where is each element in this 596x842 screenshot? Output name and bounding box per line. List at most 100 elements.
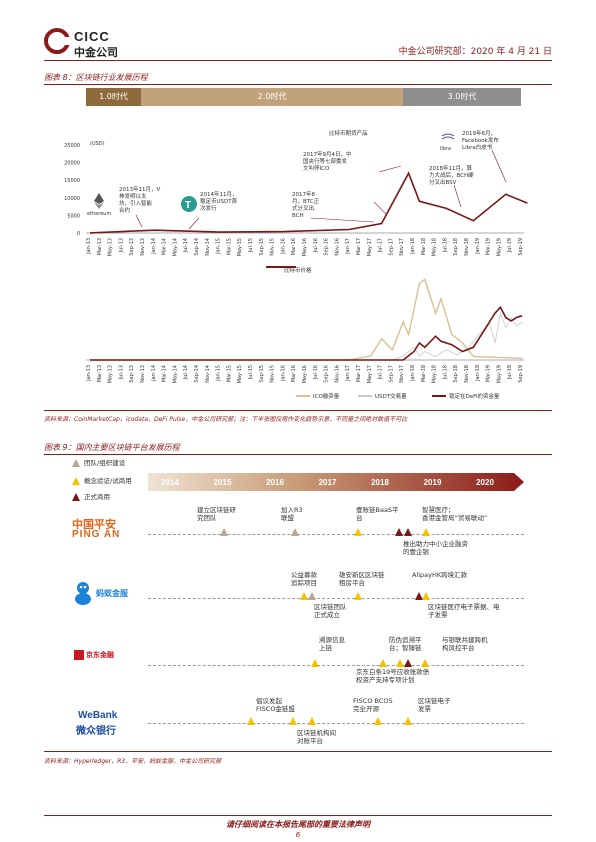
trend-chart: Jan-13 Mar-13 May-13 Jul-13 Sep-13 Nov-13 Jan-… <box>86 278 524 383</box>
year-label: 2016 <box>266 478 284 487</box>
x-tick-label: Mar-19 <box>486 365 492 382</box>
annotation-a2017aug: 月，BTC正 <box>292 198 320 205</box>
btc-price-line <box>89 171 528 234</box>
legend-btc: 比特币价格 <box>284 268 312 274</box>
annotation-a2014: 稳定币USDT首 <box>200 197 238 205</box>
annotation-a2019jun: Libra白皮书 <box>462 143 493 151</box>
y-tick-label: 5000 <box>67 213 80 219</box>
legend-team: 团队/组织建设 <box>84 459 126 467</box>
x-tick-label: Sep-17 <box>388 365 394 383</box>
x-tick-label: Mar-18 <box>421 238 427 255</box>
x-tick-label: Sep-15 <box>259 238 265 256</box>
x-tick-label: Sep-13 <box>129 365 135 383</box>
x-tick-label: May-16 <box>302 365 308 383</box>
x-tick-label: May-19 <box>496 238 502 256</box>
x-tick-label: Nov-16 <box>334 238 340 256</box>
x-tick-label: Mar-15 <box>226 238 232 255</box>
svg-text:ethereum: ethereum <box>87 211 111 217</box>
annotation-a2017sep: 国央行等七部委发 <box>303 157 348 165</box>
annotation-a2013: 合约 <box>119 206 131 214</box>
x-tick-label: May-13 <box>108 365 114 383</box>
report-header-date: 中金公司研究部：2020 年 4 月 21 日 <box>398 47 552 57</box>
legend-ico: ICO融资量 <box>313 394 340 400</box>
annotation-a2018nov: 力大战后，BCH硬 <box>429 171 474 179</box>
x-tick-label: Jan-16 <box>280 238 286 255</box>
legend-team-icon <box>72 459 80 467</box>
x-tick-label: Jul-15 <box>248 365 254 380</box>
x-tick-label: Jul-17 <box>378 238 384 253</box>
year-label: 2020 <box>476 478 494 487</box>
pingan-event-4: 智慧医疗； 香港金管局“贸易联动” <box>422 506 488 522</box>
x-tick-label: Jan-19 <box>475 365 481 382</box>
x-tick-label: Jan-13 <box>86 365 92 382</box>
pingan-event-2: 加入R3 联盟 <box>281 506 303 522</box>
pingan-logo-cn: 中国平安 <box>72 518 116 531</box>
ant-event-4: 区块链团队 正式成立 <box>314 603 347 619</box>
webank-event-1: 倡议发起 FISCO金链盟 <box>256 697 295 713</box>
ant-event-1: 公益募款 追踪项目 <box>291 571 317 587</box>
x-tick-label: Nov-13 <box>140 365 146 383</box>
annotation-a2017aug: 式分叉出 <box>292 204 314 212</box>
ant-event-3: AlipayHK跨境汇款 <box>412 571 468 579</box>
figure9-source-rule <box>44 751 552 752</box>
annotation-a2019jun: Facebook发布 <box>462 136 499 144</box>
legend-ico-swatch <box>296 395 310 397</box>
figure9-title: 图表 9：国内主要区块链平台发展历程 <box>44 443 180 452</box>
jd-event-4: 京东白条19号应收账款债 权资产支持专项计划 <box>356 668 430 684</box>
annotation-a2017aug: BCH <box>292 213 304 219</box>
figure8-title-rule <box>44 84 552 85</box>
x-tick-label: May-15 <box>237 238 243 256</box>
x-tick-label: May-16 <box>302 238 308 256</box>
annotation-a2014: 2014年11月， <box>200 190 238 198</box>
annotation-a2017aug: 2017年8 <box>292 190 315 198</box>
figure8-source: 资料来源：CoinMarketCap，icodata，DeFi Pulse，中金… <box>44 416 408 423</box>
pingan-event-5: 推出助力中小企业融资 的壹企银 <box>403 540 468 556</box>
x-tick-label: Jul-19 <box>507 365 513 380</box>
x-tick-label: Sep-17 <box>388 238 394 256</box>
x-tick-label: Jan-14 <box>151 238 157 255</box>
jd-logo-icon <box>74 650 84 660</box>
x-tick-label: Sep-16 <box>324 238 330 256</box>
footer-disclaimer: 请仔细阅读在本报告尾部的重要法律声明 <box>226 820 370 829</box>
x-tick-label: Sep-18 <box>453 365 459 383</box>
pingan-logo-en: PING AN <box>72 529 121 540</box>
figure8-title: 图表 8：区块链行业发展历程 <box>44 73 148 82</box>
x-tick-label: Mar-18 <box>421 365 427 382</box>
annotation-a2017dec: 比特币期货产品 <box>329 130 368 137</box>
x-tick-label: May-17 <box>367 365 373 383</box>
x-tick-label: Nov-16 <box>334 365 340 383</box>
x-tick-label: May-14 <box>172 365 178 383</box>
x-tick-label: Mar-17 <box>356 238 362 255</box>
x-tick-label: Nov-15 <box>270 238 276 256</box>
x-tick-label: Jul-14 <box>183 365 189 380</box>
year-label: 2018 <box>371 478 389 487</box>
annotation-a2018nov: 2018年11月，算 <box>429 164 472 172</box>
x-tick-label: Jul-13 <box>118 238 124 253</box>
ant-timeline <box>148 598 524 599</box>
year-label: 2014 <box>161 478 179 487</box>
x-tick-label: Mar-13 <box>97 238 103 255</box>
logo-text-en: CICC <box>74 29 110 44</box>
figure8-source-rule <box>44 410 552 411</box>
x-tick-label: Nov-15 <box>270 365 276 383</box>
x-tick-label: Jul-16 <box>313 238 319 253</box>
y-tick-label: 10000 <box>64 196 80 202</box>
pingan-event-3: 壹账链BaaS平台 <box>356 506 399 522</box>
x-tick-label: Nov-18 <box>464 365 470 383</box>
annotation-a2017sep: 2017年9月4日，中 <box>303 150 352 158</box>
x-tick-label: Jul-18 <box>442 238 448 253</box>
annotation-a2013: 神发明以太 <box>119 192 147 200</box>
annotation-a2013: 2013年11月，V <box>119 185 160 193</box>
x-tick-label: Jan-18 <box>410 238 416 255</box>
x-tick-label: Nov-17 <box>399 365 405 383</box>
legend-btc-swatch <box>266 266 296 268</box>
ant-logo-text: 蚂蚁金服 <box>96 589 128 598</box>
x-tick-label: Sep-19 <box>518 365 524 383</box>
header-divider <box>44 60 552 61</box>
tether-logo-icon: T <box>181 196 197 212</box>
ant-logo-icon <box>75 582 91 605</box>
svg-text:libra: libra <box>440 146 451 152</box>
x-tick-label: Jul-16 <box>313 365 319 380</box>
x-tick-label: Jan-16 <box>280 365 286 382</box>
legend-commercial-icon <box>72 493 80 501</box>
